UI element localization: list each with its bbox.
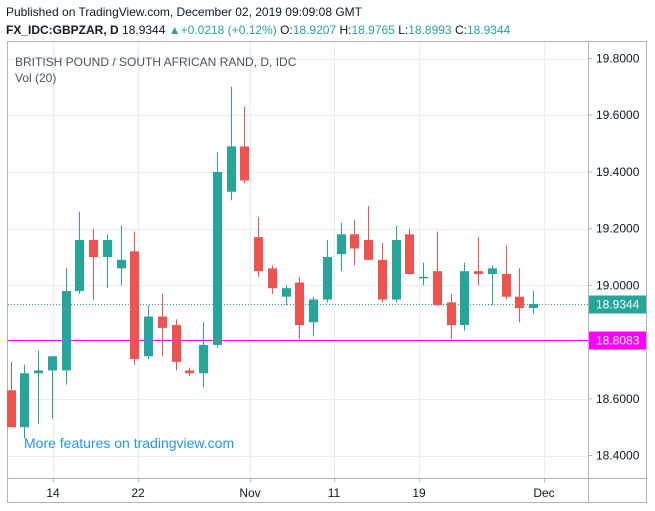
low-value: 18.8993 bbox=[408, 23, 452, 37]
candle-body-down bbox=[268, 268, 277, 289]
candle-body-down bbox=[130, 251, 139, 360]
candle-body-down bbox=[7, 390, 16, 428]
candle-body-up bbox=[103, 239, 112, 257]
x-tick-label: 22 bbox=[131, 486, 145, 500]
x-tick-label: Dec bbox=[533, 486, 554, 500]
candle-body-down bbox=[378, 259, 387, 300]
candle-body-down bbox=[89, 239, 98, 257]
candle-body-down bbox=[185, 370, 194, 374]
candle-body-up bbox=[75, 239, 84, 292]
candle-body-down bbox=[254, 237, 263, 272]
candle-body-up bbox=[529, 303, 538, 309]
candle-body-up bbox=[34, 370, 43, 374]
level-badge bbox=[589, 331, 646, 350]
open-label: O: bbox=[280, 23, 293, 37]
y-tick-label: 19.0000 bbox=[596, 278, 640, 292]
x-tick-label: 14 bbox=[46, 486, 60, 500]
y-tick-label: 19.2000 bbox=[596, 222, 640, 236]
ohlc-header: FX_IDC:GBPZAR, D 18.9344 ▲+0.0218 (+0.12… bbox=[6, 23, 510, 37]
last-price-badge bbox=[589, 295, 646, 314]
candle-body-up bbox=[20, 373, 29, 428]
candle-body-up bbox=[488, 268, 497, 275]
candle-body-up bbox=[323, 257, 332, 300]
published-line: Published on TradingView.com, December 0… bbox=[6, 5, 362, 19]
candle-body-up bbox=[199, 344, 208, 374]
close-label: C: bbox=[454, 23, 467, 37]
low-label: L: bbox=[398, 23, 409, 37]
candle-body-up bbox=[62, 291, 71, 371]
candle-body-up bbox=[117, 259, 126, 269]
axes: 19.8000 19.6000 19.4000 19.2000 19.0000 18.60… bbox=[8, 42, 646, 503]
y-tick-label: 18.6000 bbox=[596, 392, 640, 406]
y-tick-label: 18.4000 bbox=[596, 449, 640, 463]
y-tick-label: 19.6000 bbox=[596, 108, 640, 122]
x-tick-label: Nov bbox=[239, 486, 260, 500]
candles bbox=[7, 86, 538, 439]
level-label: 18.8083 bbox=[596, 334, 640, 348]
candle-body-up bbox=[282, 288, 291, 297]
change-up-arrow-icon: ▲ bbox=[168, 23, 181, 37]
grid bbox=[8, 42, 588, 478]
candle-body-up bbox=[48, 356, 57, 371]
chart-frame[interactable] bbox=[7, 41, 647, 503]
last-price-value: 18.9344 bbox=[122, 23, 166, 37]
candle-body-up bbox=[213, 171, 222, 345]
last-price-label: 18.9344 bbox=[596, 298, 640, 312]
candle-body-down bbox=[295, 282, 304, 326]
candle-body-down bbox=[502, 274, 511, 297]
published-text: Published on TradingView.com, December 0… bbox=[6, 5, 362, 19]
x-tick-label: 11 bbox=[328, 486, 341, 500]
y-tick-label: 19.4000 bbox=[596, 165, 640, 179]
volume-legend: Vol (20) bbox=[15, 71, 56, 85]
high-value: 18.9765 bbox=[351, 23, 395, 37]
candle-body-up bbox=[309, 299, 318, 323]
change-value: +0.0218 (+0.12%) bbox=[180, 23, 277, 37]
candle-body-down bbox=[350, 234, 359, 249]
candle-body-up bbox=[227, 146, 236, 192]
open-value: 18.9207 bbox=[292, 23, 337, 37]
candle-body-down bbox=[172, 325, 181, 362]
candle-body-up bbox=[460, 271, 469, 326]
candle-body-down bbox=[515, 296, 524, 309]
candle-body-down bbox=[364, 239, 373, 260]
high-label: H: bbox=[339, 23, 352, 37]
candle-body-down bbox=[433, 271, 442, 306]
candle-body-up bbox=[337, 234, 346, 255]
x-tick-label: 19 bbox=[412, 486, 426, 500]
close-value: 18.9344 bbox=[466, 23, 511, 37]
candle-body-up bbox=[419, 276, 428, 279]
y-tick-label: 19.8000 bbox=[596, 52, 640, 66]
candle-body-up bbox=[392, 239, 401, 300]
candle-body-down bbox=[447, 302, 456, 326]
candle-body-down bbox=[405, 234, 414, 275]
symbol-label: FX_IDC:GBPZAR, D bbox=[6, 23, 119, 37]
watermark-link[interactable]: More features on tradingview.com bbox=[24, 435, 234, 451]
candle-body-up bbox=[144, 316, 153, 357]
price-lines: 18.9344 18.8083 bbox=[8, 295, 646, 350]
candle-body-down bbox=[158, 316, 167, 328]
chart-legend-title: BRITISH POUND / SOUTH AFRICAN RAND, D, I… bbox=[15, 55, 297, 69]
candle-body-down bbox=[474, 271, 483, 275]
candle-body-down bbox=[240, 146, 249, 181]
